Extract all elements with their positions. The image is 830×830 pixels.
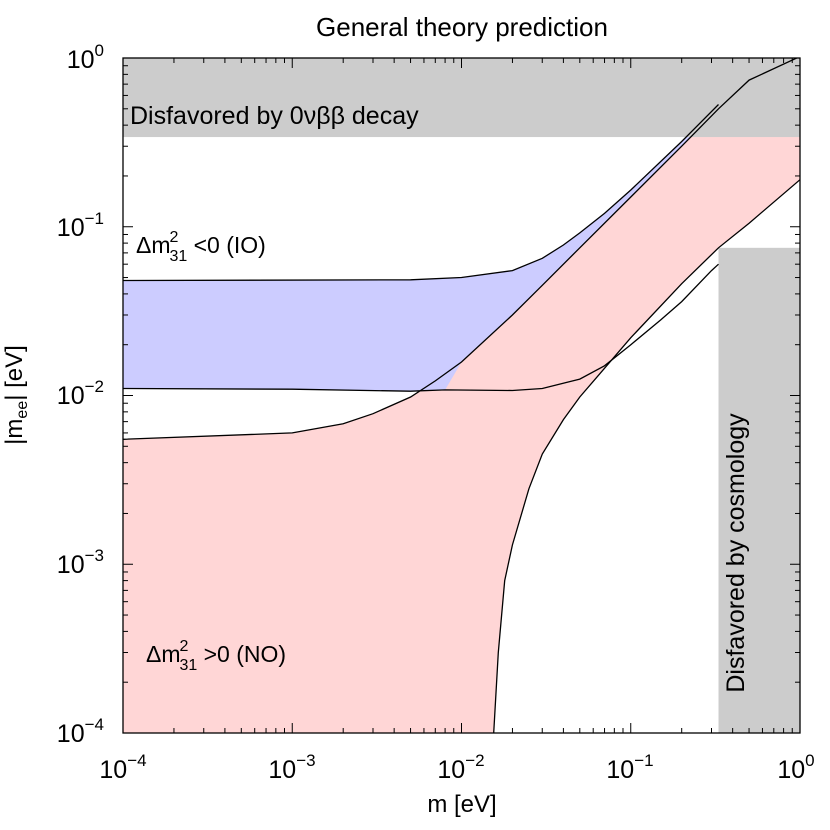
x-tick-label: 10−2 (437, 751, 484, 784)
x-axis-label: m [eV] (427, 791, 496, 818)
x-tick-labels: 10−4 10−3 10−2 10−1 100 (99, 751, 814, 784)
no-band-label: Δm2 31 >0 (NO) (146, 638, 286, 674)
x-tick-label: 10−4 (99, 751, 146, 784)
y-tick-label: 10−1 (57, 209, 104, 242)
io-band-label: Δm2 31 <0 (IO) (136, 229, 266, 265)
y-tick-label: 100 (67, 41, 104, 74)
io-band (123, 104, 719, 392)
y-tick-labels: 10−4 10−3 10−2 10−1 100 (57, 41, 104, 748)
x-tick-label: 10−3 (268, 751, 315, 784)
io-upper-curve (123, 104, 719, 282)
excluded-region-0vbb (123, 58, 800, 138)
excluded-region-cosmology (718, 247, 800, 733)
y-ticks (123, 57, 800, 734)
no-band (123, 58, 800, 733)
io-lower-curve (123, 263, 719, 392)
no-upper-curve (123, 58, 799, 440)
y-axis-label: |mee| [eV] (1, 345, 31, 445)
y-tick-label: 10−4 (57, 715, 104, 748)
region-label-0vbb: Disfavored by 0νββ decay (130, 102, 419, 130)
y-tick-label: 10−3 (57, 546, 104, 579)
y-tick-label: 10−2 (57, 377, 104, 410)
chart-title: General theory prediction (316, 12, 608, 42)
x-tick-label: 100 (777, 751, 814, 784)
x-tick-label: 10−1 (606, 751, 653, 784)
x-ticks (122, 58, 801, 733)
region-label-cosmology: Disfavored by cosmology (722, 413, 750, 693)
no-lower-curve (493, 179, 800, 733)
